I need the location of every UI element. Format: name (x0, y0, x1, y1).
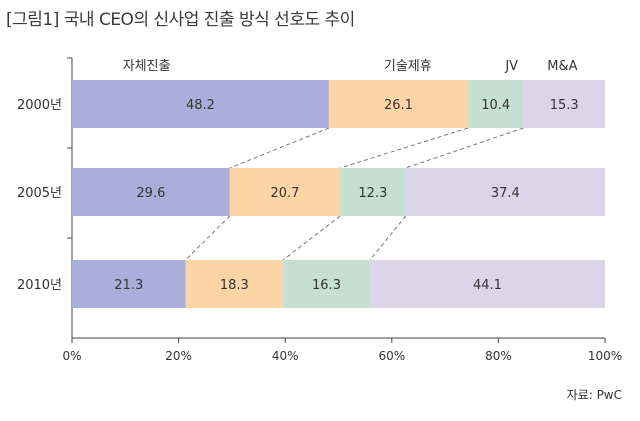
bar-segment (229, 168, 341, 216)
bar-segment (72, 168, 230, 216)
bar-segment (72, 260, 186, 308)
connector-lines (185, 127, 524, 261)
bar-segment (72, 80, 329, 128)
bar-segment (468, 80, 524, 128)
labels-group: 48.2 26.1 10.4 15.3 2000년 29.6 20.7 12.3 37.4 200… (17, 98, 579, 293)
legend-label: 자체진출 (123, 59, 171, 74)
bar-segment (369, 260, 605, 308)
x-tick-label: 40% (272, 349, 299, 363)
data-label: 44.1 (473, 278, 502, 293)
connector-line (282, 215, 341, 261)
chart-title: [그림1] 국내 CEO의 신사업 진출 방식 선호도 추이 (6, 10, 355, 30)
data-label: 16.3 (312, 278, 341, 293)
data-label: 18.3 (220, 278, 249, 293)
bars-group (72, 80, 605, 308)
connector-line (185, 215, 231, 261)
data-label: 15.3 (550, 98, 579, 113)
axes-group: 0% 20% 40% 60% 80% 100% (62, 57, 622, 363)
connector-line (405, 127, 524, 169)
bar-segment (328, 80, 469, 128)
legend-label: 기술제휴 (384, 59, 432, 74)
bar-segment (523, 80, 605, 128)
legend-group: 자체진출 기술제휴 JV M&A (123, 59, 578, 74)
bar-segment (405, 168, 605, 216)
bar-segment (283, 260, 370, 308)
data-label: 48.2 (186, 98, 215, 113)
legend-label: JV (504, 59, 518, 74)
source-note: 자료: PwC (566, 388, 622, 402)
data-label: 26.1 (384, 98, 413, 113)
x-tick-label: 0% (62, 349, 81, 363)
x-tick-label: 80% (485, 349, 512, 363)
data-label: 37.4 (491, 186, 520, 201)
category-label: 2010년 (17, 278, 62, 293)
data-label: 12.3 (358, 186, 387, 201)
connector-line (339, 127, 469, 169)
bar-segment (340, 168, 406, 216)
data-label: 21.3 (114, 278, 143, 293)
connector-line (229, 127, 330, 169)
legend-label: M&A (547, 59, 577, 74)
data-label: 20.7 (270, 186, 299, 201)
category-label: 2005년 (17, 186, 62, 201)
x-tick-label: 100% (588, 349, 622, 363)
bar-segment (185, 260, 284, 308)
data-label: 29.6 (136, 186, 165, 201)
data-label: 10.4 (481, 98, 510, 113)
x-tick-label: 60% (378, 349, 405, 363)
connector-line (369, 215, 407, 261)
category-label: 2000년 (17, 98, 62, 113)
x-tick-label: 20% (165, 349, 192, 363)
